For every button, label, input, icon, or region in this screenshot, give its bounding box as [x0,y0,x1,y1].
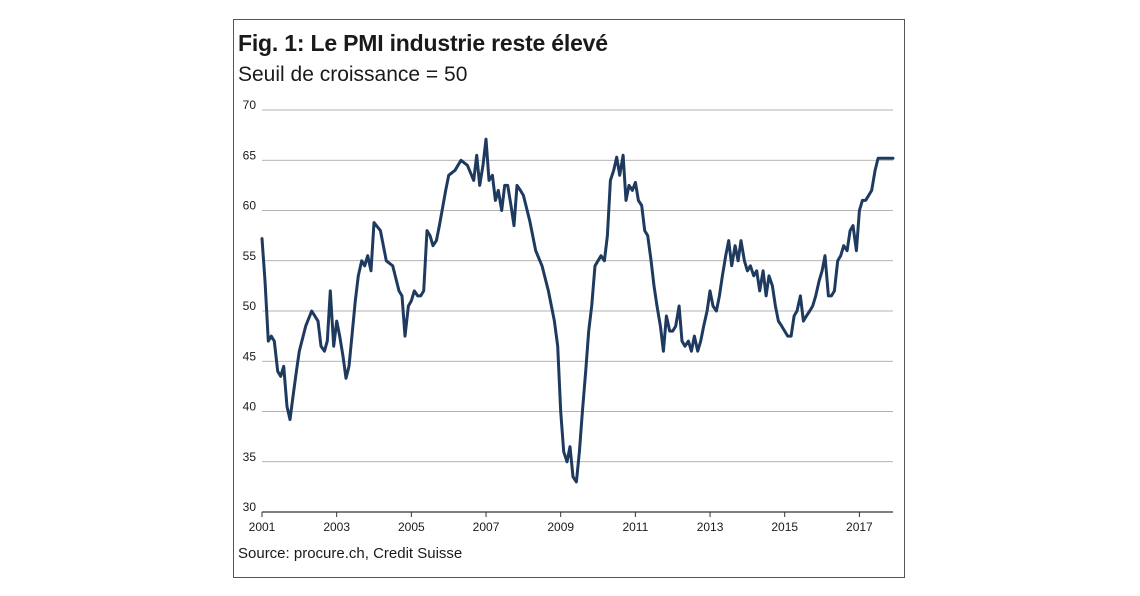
x-tick-label: 2009 [547,520,574,534]
x-tick-label: 2007 [473,520,500,534]
y-tick-label: 65 [243,148,257,162]
x-axis-ticks: 2001 2003 2005 2007 2009 2011 2013 2015 2017 [249,512,873,534]
y-tick-label: 55 [243,249,257,263]
x-tick-label: 2005 [398,520,425,534]
chart-source: Source: procure.ch, Credit Suisse [238,545,463,562]
chart-title: Fig. 1: Le PMI industrie reste élevé [238,30,608,56]
grid-lines [262,109,893,513]
y-tick-label: 30 [243,500,257,514]
chart-subtitle: Seuil de croissance = 50 [238,63,468,86]
x-tick-label: 2015 [771,520,798,534]
y-tick-label: 60 [243,199,257,213]
y-tick-label: 35 [243,450,257,464]
y-tick-label: 50 [243,299,257,313]
y-tick-label: 45 [243,349,257,363]
pmi-series-line [260,137,895,484]
y-axis-ticks: 30 35 40 45 50 55 60 65 70 [243,98,257,514]
y-tick-label: 40 [243,400,257,414]
x-tick-label: 2011 [622,520,648,534]
x-tick-label: 2017 [846,520,873,534]
x-tick-label: 2013 [697,520,724,534]
x-tick-label: 2001 [249,520,276,534]
x-tick-label: 2003 [323,520,350,534]
y-tick-label: 70 [243,98,257,112]
chart-frame [233,19,905,578]
